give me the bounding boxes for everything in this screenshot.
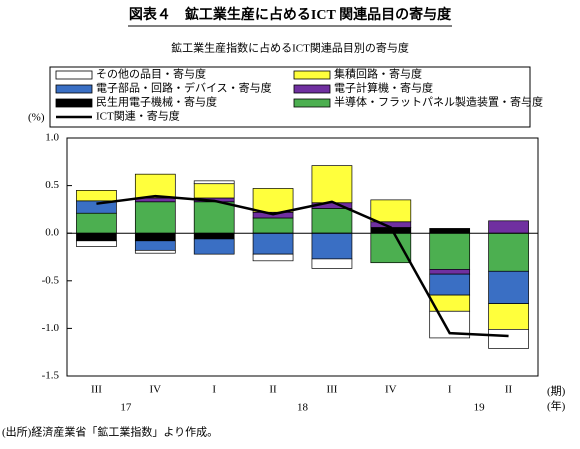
year-label: 19 xyxy=(474,402,486,414)
bar-segment xyxy=(193,180,235,185)
bar-segment xyxy=(252,253,294,262)
x-tick-label: IV xyxy=(385,384,397,396)
bar-segment xyxy=(134,249,176,254)
bar-segment xyxy=(193,201,235,234)
x-tick-label: III xyxy=(326,384,337,396)
x-tick-label: II xyxy=(269,384,277,396)
legend-swatch xyxy=(293,70,331,80)
legend-label: 電子部品・回路・デバイス・寄与度 xyxy=(96,81,272,95)
bar-segment xyxy=(429,232,471,270)
bar-segment xyxy=(429,273,471,296)
y-tick-label: -1.0 xyxy=(42,322,60,334)
year-unit: (年) xyxy=(547,399,566,413)
plot-frame xyxy=(66,137,539,377)
x-tick-label: III xyxy=(91,384,102,396)
legend-label: 電子計算機・寄与度 xyxy=(334,81,433,95)
bar-segment xyxy=(76,240,117,247)
y-tick-label: 0.0 xyxy=(45,227,59,239)
y-tick-label: 0.5 xyxy=(45,179,59,191)
legend-label: その他の品目・寄与度 xyxy=(96,67,206,81)
bar-segment xyxy=(429,269,471,275)
bar-segment xyxy=(252,232,294,255)
bar-segment xyxy=(429,228,471,234)
x-unit: (期) xyxy=(547,385,566,398)
bar-segment xyxy=(488,329,529,349)
bar-segment xyxy=(370,199,412,223)
legend-swatch xyxy=(293,84,331,94)
legend-label: 民生用電子機械・寄与度 xyxy=(96,95,217,109)
bar-segment xyxy=(370,232,412,264)
bar-segment xyxy=(134,232,176,242)
bar-segment xyxy=(488,220,529,234)
source-note: (出所)経済産業省「鉱工業指数」より作成。 xyxy=(2,425,218,439)
x-tick-label: I xyxy=(212,384,216,396)
year-label: 17 xyxy=(120,402,132,414)
bar-segment xyxy=(252,188,294,213)
bar-segment xyxy=(134,173,176,199)
legend-label: 集積回路・寄与度 xyxy=(334,67,422,81)
ict-line xyxy=(96,194,509,338)
legend-label: ICT関連・寄与度 xyxy=(96,109,180,123)
bar-segment xyxy=(193,238,235,255)
y-tick-label: -0.5 xyxy=(42,274,60,286)
x-tick-label: I xyxy=(448,384,452,396)
bar-segment xyxy=(252,217,294,234)
bar-segment xyxy=(76,190,117,202)
bar-segment xyxy=(311,232,353,260)
bar-segment xyxy=(488,303,529,330)
bar-segment xyxy=(311,165,353,204)
y-tick-label: 1.0 xyxy=(45,132,59,144)
y-tick-label: -1.5 xyxy=(42,370,60,382)
legend-swatch xyxy=(55,98,93,108)
legend-box xyxy=(49,66,531,128)
legend-swatch xyxy=(55,84,93,94)
bar-segment xyxy=(76,212,117,234)
bar-segment xyxy=(134,201,176,234)
x-tick-label: IV xyxy=(150,384,162,396)
bar-segment xyxy=(76,232,117,242)
bar-segment xyxy=(311,208,353,234)
year-label: 18 xyxy=(297,402,309,414)
legend-label: 半導体・フラットパネル製造装置・寄与度 xyxy=(334,95,543,109)
chart-title: 図表４ 鉱工業生産に占めるICT 関連品目の寄与度 xyxy=(129,6,452,23)
bar-segment xyxy=(193,232,235,240)
bar-segment xyxy=(311,258,353,269)
legend-swatch xyxy=(293,98,331,108)
bar-segment xyxy=(488,270,529,304)
bar-segment xyxy=(488,232,529,272)
bar-segment xyxy=(193,183,235,199)
legend-swatch xyxy=(55,70,93,80)
chart-subtitle: 鉱工業生産指数に占めるICT関連品目別の寄与度 xyxy=(171,41,409,55)
x-tick-label: II xyxy=(505,384,513,396)
bar-segment xyxy=(134,240,176,251)
y-unit: (%) xyxy=(28,112,45,124)
